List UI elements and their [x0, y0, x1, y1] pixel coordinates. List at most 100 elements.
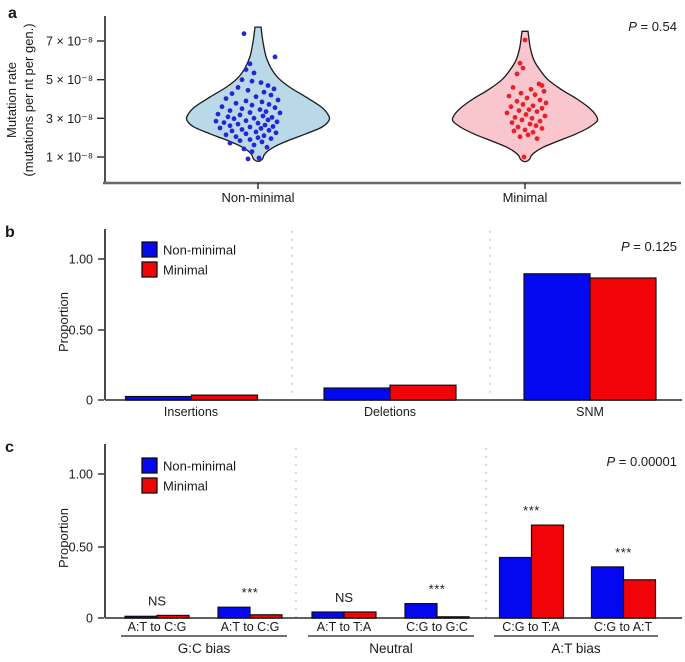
scatter-point-non-minimal [235, 85, 241, 90]
scatter-point-non-minimal [237, 138, 243, 144]
scatter-point-non-minimal [251, 142, 257, 148]
scatter-point-non-minimal [255, 120, 261, 126]
panel-b-category-deletions: Deletions [364, 405, 416, 419]
scatter-point-non-minimal [266, 102, 272, 107]
scatter-point-non-minimal [227, 140, 233, 146]
legend-label-non-minimal: Non-minimal [163, 243, 236, 258]
scatter-point-minimal [522, 127, 528, 133]
scatter-point-minimal [517, 134, 523, 140]
panel-c-ytick-05: 0.50 [69, 541, 93, 555]
scatter-point-minimal [516, 108, 522, 113]
scatter-point-minimal [518, 90, 524, 96]
scatter-point-minimal [512, 115, 518, 120]
legend-label-minimal: Minimal [163, 479, 208, 494]
scatter-point-non-minimal [269, 115, 275, 120]
legend-swatch-non-minimal [141, 241, 158, 258]
scatter-point-non-minimal [233, 100, 239, 106]
scatter-point-non-minimal [241, 31, 247, 37]
panel-a-label: a [8, 5, 17, 22]
panel-a-violin-chart: a Mutation rate (mutations per nt per ge… [4, 5, 681, 205]
scatter-point-minimal [528, 86, 534, 92]
scatter-point-non-minimal [270, 124, 276, 129]
panel-b-category-snm: SNM [576, 405, 604, 419]
panel-c-ytick-0: 0 [86, 612, 93, 626]
panel-a-category-non-minimal: Non-minimal [222, 190, 295, 205]
panel-b-p-value: P = 0.125 [621, 239, 677, 254]
violin-minimal [451, 30, 599, 163]
significance-label: NS [335, 590, 353, 605]
panel-c-category-4: C:G to T:A [502, 620, 560, 634]
panel-b-ytick-05: 0.50 [69, 324, 93, 338]
bar-non-minimal-snm [523, 273, 591, 401]
scatter-point-non-minimal [263, 109, 269, 114]
scatter-point-minimal [519, 117, 525, 123]
scatter-point-non-minimal [249, 149, 255, 155]
scatter-point-non-minimal [227, 123, 233, 129]
scatter-point-non-minimal [249, 102, 255, 108]
scatter-point-minimal [537, 97, 543, 103]
scatter-point-minimal [524, 95, 530, 101]
scatter-point-non-minimal [247, 110, 253, 115]
scatter-point-minimal [522, 37, 528, 43]
scatter-point-minimal [534, 109, 540, 114]
scatter-point-non-minimal [229, 128, 235, 134]
panel-b-ytick-0: 0 [86, 394, 93, 408]
violin-layer [185, 26, 599, 163]
scatter-point-non-minimal [247, 124, 253, 130]
bar-minimal-deletions [389, 384, 457, 401]
scatter-point-non-minimal [239, 106, 245, 112]
bar-minimal-c-g-to-t-a [530, 524, 565, 619]
scatter-point-non-minimal [247, 137, 253, 143]
scatter-point-non-minimal [243, 118, 249, 124]
scatter-point-non-minimal [258, 125, 264, 131]
scatter-point-minimal [514, 98, 520, 104]
scatter-point-minimal [542, 113, 548, 119]
scatter-point-minimal [525, 132, 531, 138]
scatter-point-minimal [520, 102, 526, 107]
significance-label: *** [242, 585, 259, 600]
panel-a-ylabel-line1: Mutation rate [4, 62, 19, 138]
scatter-point-minimal [539, 105, 545, 111]
panel-c-group-neutral: Neutral [369, 641, 413, 656]
scatter-point-non-minimal [274, 119, 280, 125]
scatter-point-non-minimal [215, 111, 221, 117]
panel-a-ytick-5e-8: 5 × 10⁻⁸ [46, 73, 93, 87]
scatter-point-non-minimal [241, 146, 247, 152]
scatter-point-non-minimal [227, 108, 233, 113]
scatter-point-non-minimal [247, 61, 253, 67]
scatter-point-non-minimal [265, 117, 271, 123]
bars-layer: NS *** NS *** *** *** [124, 503, 657, 619]
panel-a-ylabel-line2: (mutations per nt per gen.) [21, 23, 36, 176]
panel-c-ytick-1: 1.00 [69, 468, 93, 482]
bar-non-minimal-c-g-to-t-a [498, 556, 533, 619]
scatter-point-non-minimal [268, 136, 274, 142]
legend-swatch-minimal [141, 261, 158, 278]
scatter-point-minimal [526, 107, 532, 112]
panel-a-category-minimal: Minimal [503, 190, 548, 205]
scatter-point-non-minimal [251, 115, 257, 121]
scatter-point-minimal [527, 121, 533, 127]
scatter-point-minimal [511, 128, 517, 134]
panel-a-ytick-1e-8: 1 × 10⁻⁸ [46, 151, 93, 165]
panel-c-label: c [5, 439, 14, 456]
scatter-point-non-minimal [255, 135, 261, 141]
legend-label-non-minimal: Non-minimal [163, 459, 236, 474]
scatter-point-non-minimal [253, 129, 259, 135]
scatter-point-non-minimal [259, 139, 265, 145]
bar-non-minimal-c-g-to-g-c [404, 603, 438, 619]
bar-non-minimal-insertions [124, 395, 193, 401]
significance-label: *** [523, 503, 540, 518]
scatter-point-non-minimal [217, 125, 223, 131]
bar-minimal-a-t-to-t-a [343, 611, 377, 619]
significance-label: *** [429, 582, 446, 597]
scatter-point-non-minimal [262, 122, 268, 128]
panel-b-ytick-1: 1.00 [69, 253, 93, 267]
scatter-point-non-minimal [213, 118, 219, 124]
scatter-point-minimal [533, 123, 539, 129]
scatter-point-non-minimal [268, 92, 274, 98]
bar-minimal-a-t-to-c-g [156, 614, 190, 619]
scatter-point-non-minimal [277, 110, 283, 116]
scatter-point-non-minimal [249, 78, 255, 84]
significance-label: *** [615, 545, 632, 560]
